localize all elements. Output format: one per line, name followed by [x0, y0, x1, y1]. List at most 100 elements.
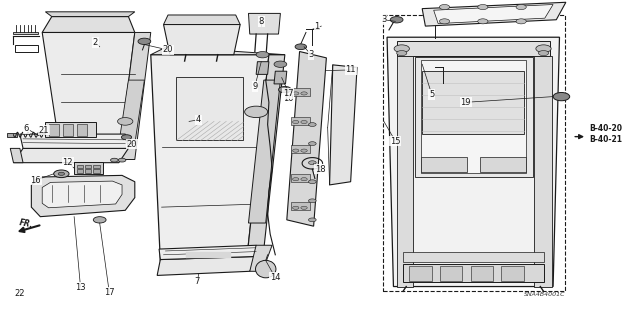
Polygon shape	[164, 15, 240, 25]
Text: 22: 22	[15, 289, 25, 298]
Polygon shape	[151, 47, 285, 55]
Text: 1: 1	[314, 22, 319, 31]
Polygon shape	[434, 4, 553, 24]
Text: SNA4B4001C: SNA4B4001C	[524, 292, 566, 297]
Bar	[74, 162, 103, 174]
Circle shape	[301, 92, 307, 95]
Bar	[479, 157, 525, 172]
Polygon shape	[13, 148, 129, 163]
Circle shape	[93, 217, 106, 223]
Bar	[85, 165, 92, 168]
Bar	[63, 124, 73, 136]
Text: 6: 6	[24, 124, 29, 133]
Bar	[501, 266, 524, 281]
Bar	[403, 264, 543, 282]
Circle shape	[440, 4, 450, 10]
Polygon shape	[248, 80, 280, 223]
Polygon shape	[330, 65, 357, 185]
Circle shape	[477, 4, 488, 10]
Circle shape	[54, 170, 69, 178]
Text: 10: 10	[283, 94, 293, 103]
Bar	[176, 77, 243, 140]
Polygon shape	[31, 175, 135, 217]
Circle shape	[118, 158, 126, 162]
Circle shape	[301, 178, 307, 181]
Polygon shape	[42, 17, 135, 33]
Circle shape	[58, 172, 65, 175]
Polygon shape	[164, 25, 240, 55]
Circle shape	[301, 206, 307, 209]
Polygon shape	[119, 33, 151, 160]
Bar	[186, 252, 230, 258]
Bar	[291, 88, 310, 96]
Circle shape	[390, 17, 403, 23]
Text: FR.: FR.	[19, 219, 34, 230]
Circle shape	[553, 93, 570, 101]
Circle shape	[292, 121, 299, 123]
Circle shape	[274, 61, 287, 67]
Circle shape	[292, 149, 299, 152]
Text: 9: 9	[252, 82, 257, 91]
Circle shape	[122, 135, 132, 140]
Polygon shape	[387, 37, 559, 286]
Polygon shape	[119, 80, 145, 144]
Polygon shape	[45, 12, 135, 17]
Bar	[291, 145, 310, 153]
Ellipse shape	[255, 260, 276, 278]
Bar	[93, 165, 100, 168]
Polygon shape	[20, 134, 129, 148]
Circle shape	[516, 4, 526, 10]
Bar	[403, 252, 543, 262]
Circle shape	[292, 178, 299, 181]
Text: 19: 19	[460, 98, 471, 107]
Text: 14: 14	[270, 273, 280, 282]
Circle shape	[308, 199, 316, 203]
Circle shape	[516, 19, 526, 24]
Text: 5: 5	[429, 90, 435, 99]
Text: B-40-21: B-40-21	[589, 135, 623, 144]
Text: 13: 13	[76, 283, 86, 292]
Bar	[534, 56, 552, 286]
Text: 18: 18	[315, 165, 325, 174]
Circle shape	[138, 38, 151, 45]
Circle shape	[397, 50, 407, 56]
Bar	[15, 45, 38, 51]
Circle shape	[111, 158, 118, 162]
Bar	[77, 169, 83, 173]
Text: 12: 12	[63, 158, 73, 167]
Text: 3: 3	[308, 50, 314, 59]
Circle shape	[278, 86, 291, 93]
Text: 8: 8	[259, 17, 264, 26]
Bar	[77, 124, 87, 136]
Circle shape	[308, 142, 316, 145]
Bar	[291, 174, 310, 182]
Text: B-40-20: B-40-20	[589, 124, 623, 133]
Polygon shape	[274, 71, 287, 84]
Bar	[470, 266, 493, 281]
Bar	[397, 56, 413, 286]
Polygon shape	[157, 256, 259, 275]
Text: 11: 11	[346, 65, 356, 74]
Text: 3: 3	[381, 15, 387, 24]
Circle shape	[477, 19, 488, 24]
Text: 7: 7	[195, 277, 200, 286]
Circle shape	[295, 44, 307, 50]
Circle shape	[308, 161, 316, 165]
Bar	[291, 117, 310, 124]
Polygon shape	[151, 55, 269, 261]
Text: 17: 17	[283, 89, 293, 98]
Text: 16: 16	[31, 176, 41, 185]
Polygon shape	[246, 55, 285, 261]
Bar	[383, 15, 564, 291]
Text: 21: 21	[39, 126, 49, 135]
Circle shape	[394, 45, 410, 52]
Polygon shape	[42, 181, 122, 208]
Circle shape	[118, 118, 133, 125]
Bar	[421, 60, 526, 173]
Circle shape	[538, 50, 548, 56]
Bar	[415, 57, 532, 177]
Text: 4: 4	[196, 115, 202, 124]
Bar	[291, 202, 310, 210]
Circle shape	[244, 106, 268, 118]
Circle shape	[308, 180, 316, 184]
